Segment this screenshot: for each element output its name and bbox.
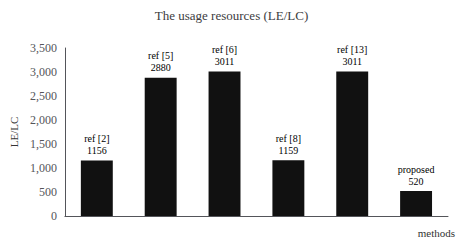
svg-text:LE/LC: LE/LC: [8, 117, 20, 148]
svg-text:ref [6]: ref [6]: [212, 44, 237, 55]
svg-text:methods: methods: [418, 227, 455, 239]
svg-text:ref [8]: ref [8]: [276, 133, 301, 144]
svg-text:1156: 1156: [87, 145, 107, 156]
svg-text:ref [2]: ref [2]: [84, 133, 109, 144]
svg-text:ref [5]: ref [5]: [148, 50, 173, 61]
svg-text:1159: 1159: [279, 145, 299, 156]
svg-text:1,000: 1,000: [30, 161, 57, 175]
svg-text:proposed: proposed: [398, 164, 435, 175]
svg-text:3,500: 3,500: [30, 41, 57, 55]
svg-text:520: 520: [409, 176, 424, 187]
svg-text:3,000: 3,000: [30, 65, 57, 79]
svg-text:ref [13]: ref [13]: [337, 44, 367, 55]
svg-text:500: 500: [39, 185, 57, 199]
svg-text:0: 0: [51, 209, 57, 223]
svg-text:3011: 3011: [215, 56, 235, 67]
svg-text:2880: 2880: [151, 62, 171, 73]
svg-text:2,500: 2,500: [30, 89, 57, 103]
svg-text:3011: 3011: [342, 56, 362, 67]
svg-text:1,500: 1,500: [30, 137, 57, 151]
svg-text:The usage resources (LE/LC): The usage resources (LE/LC): [155, 8, 308, 23]
svg-text:2,000: 2,000: [30, 113, 57, 127]
